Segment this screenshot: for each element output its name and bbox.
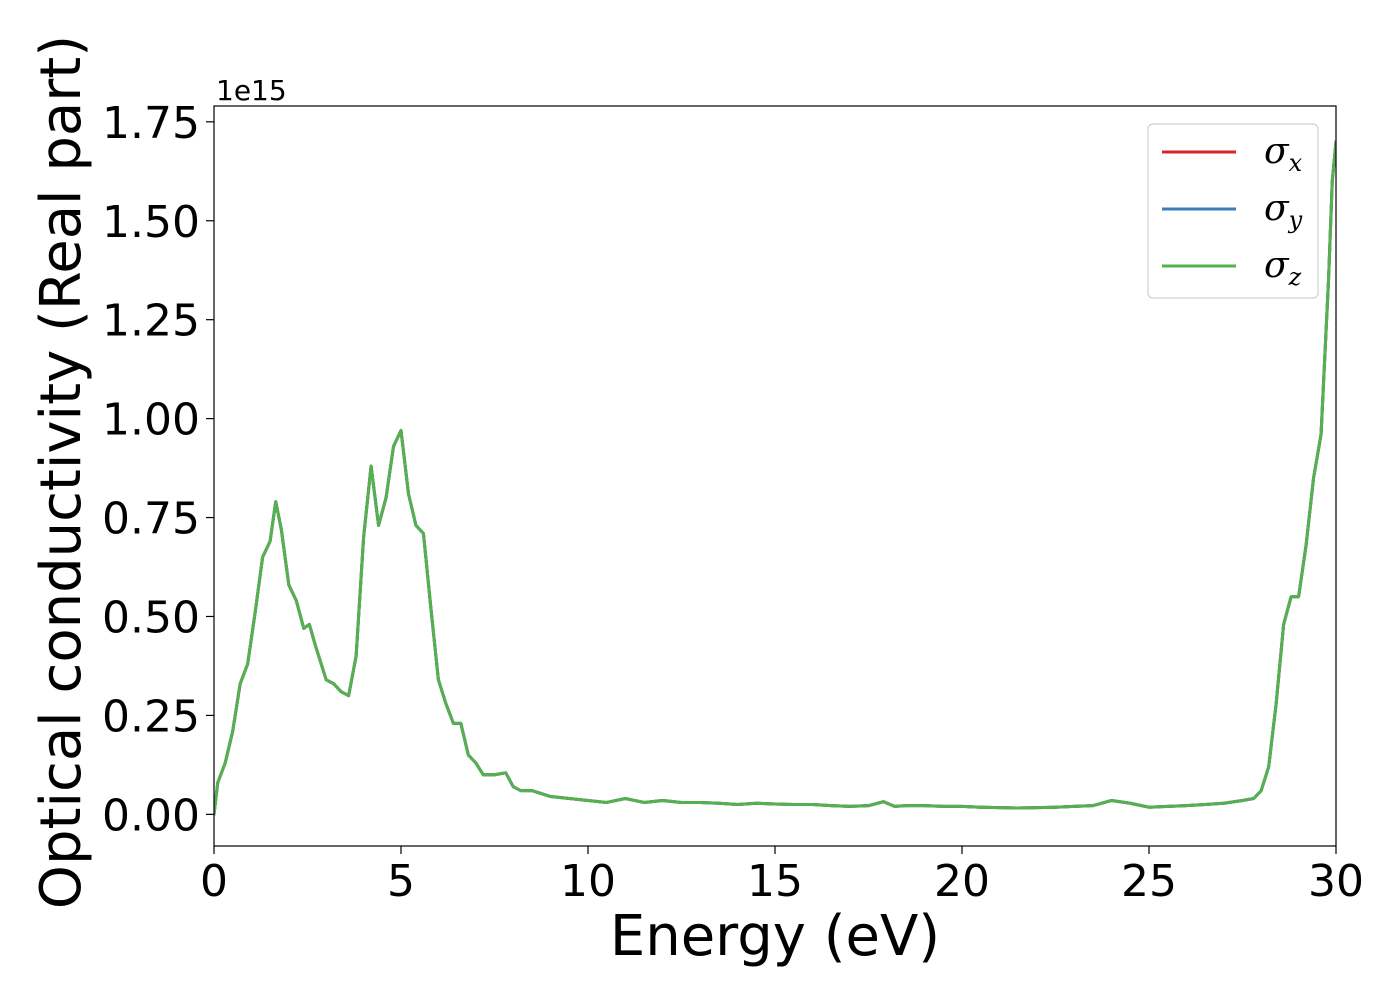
legend-label-z: σz <box>1264 245 1302 291</box>
x-tick-label: 15 <box>747 856 803 907</box>
series-line-z <box>214 140 1336 816</box>
legend-label-y: σy <box>1264 188 1303 234</box>
legend-label-base: σ <box>1264 188 1290 229</box>
series-lines <box>214 140 1336 816</box>
x-axis-title: Energy (eV) <box>610 904 940 969</box>
legend-label-base: σ <box>1264 245 1290 286</box>
x-tick-label: 30 <box>1308 856 1364 907</box>
legend-label-x: σx <box>1264 131 1303 177</box>
legend-label-sub: y <box>1288 206 1303 234</box>
y-tick-label: 1.50 <box>102 197 200 248</box>
x-tick-label: 0 <box>200 856 228 907</box>
legend-label-sub: z <box>1288 263 1302 291</box>
y-tick-label: 0.75 <box>102 494 200 545</box>
y-tick-label: 0.50 <box>102 592 200 643</box>
x-tick-label: 25 <box>1121 856 1177 907</box>
x-tick-label: 20 <box>934 856 990 907</box>
legend-label-sub: x <box>1289 149 1303 177</box>
legend-label-base: σ <box>1264 131 1290 172</box>
x-tick-label: 10 <box>560 856 616 907</box>
y-tick-label: 1.00 <box>102 395 200 446</box>
y-tick-label: 1.75 <box>102 98 200 149</box>
y-tick-label: 0.25 <box>102 691 200 742</box>
y-offset-label: 1e15 <box>216 74 287 107</box>
y-tick-label: 1.25 <box>102 296 200 347</box>
y-axis-title: Optical conductivity (Real part) <box>29 35 94 909</box>
legend-box <box>1147 123 1319 299</box>
x-tick-label: 5 <box>387 856 415 907</box>
y-tick-label: 0.00 <box>102 790 200 841</box>
